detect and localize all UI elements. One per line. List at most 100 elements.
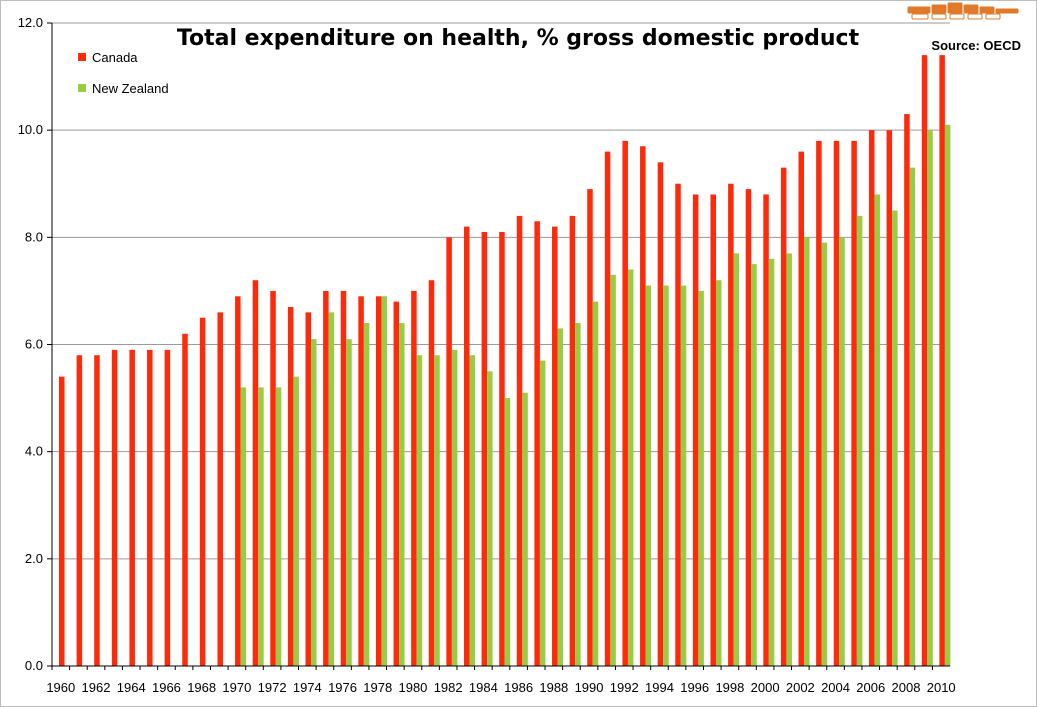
logo-block [967, 13, 983, 20]
source-label: Source: OECD [931, 38, 1021, 53]
x-tick-label: 1990 [575, 680, 604, 695]
logo-block [931, 13, 947, 20]
bar-canada-1990 [587, 189, 593, 666]
bar-canada-1974 [305, 312, 312, 666]
bar-canada-1986 [516, 215, 523, 666]
bar-new-zealand-1971 [258, 387, 264, 666]
x-tick-label: 1998 [715, 680, 744, 695]
x-tick-label: 1994 [645, 680, 674, 695]
bar-new-zealand-2000 [768, 258, 775, 666]
bar-canada-1983 [463, 226, 470, 666]
bar-canada-1982 [446, 237, 452, 667]
x-axis-ticks: 1960 1962 1964 1966 1968 1970 1972 1974 1976 1978… [46, 666, 956, 695]
bars [59, 55, 951, 667]
bar-canada-2006 [868, 130, 875, 666]
bar-canada-2007 [886, 130, 893, 666]
bar-new-zealand-1980 [416, 355, 423, 666]
bar-new-zealand-1997 [715, 280, 722, 666]
logo-block [931, 4, 947, 14]
bar-canada-1991 [604, 151, 611, 667]
bar-canada-1961 [76, 355, 83, 666]
y-axis-ticks: 0.0 2.0 4.0 6.0 8.0 10.0 12.0 [18, 15, 52, 673]
x-tick-label: 2002 [786, 680, 815, 695]
bar-new-zealand-1983 [469, 355, 475, 666]
bar-new-zealand-2004 [839, 237, 845, 667]
bar-new-zealand-2001 [786, 253, 792, 667]
x-tick-label: 1992 [610, 680, 639, 695]
bar-new-zealand-2010 [944, 124, 951, 666]
bar-canada-2009 [921, 55, 928, 666]
y-tick-label: 2.0 [25, 551, 43, 566]
logo-block [947, 2, 963, 14]
bar-canada-1998 [728, 183, 734, 666]
logo-block [985, 13, 1001, 20]
bar-canada-1969 [217, 312, 223, 666]
bar-new-zealand-1998 [733, 253, 740, 667]
bar-canada-1981 [428, 280, 435, 666]
bar-canada-2004 [833, 140, 840, 667]
bar-canada-1993 [640, 146, 646, 666]
x-tick-label: 2006 [856, 680, 885, 695]
bar-canada-1962 [94, 355, 100, 666]
bar-canada-1971 [252, 280, 259, 666]
logo-block [979, 6, 995, 14]
bar-new-zealand-2003 [821, 242, 828, 667]
x-tick-label: 1962 [82, 680, 111, 695]
y-tick-label: 0.0 [25, 658, 43, 673]
bar-new-zealand-1977 [363, 323, 370, 666]
x-tick-label: 1974 [293, 680, 322, 695]
bar-new-zealand-1981 [434, 355, 440, 666]
bar-canada-1964 [129, 349, 135, 666]
bar-canada-1979 [393, 301, 400, 666]
bar-canada-1994 [657, 162, 664, 667]
x-tick-label: 1986 [504, 680, 533, 695]
bar-new-zealand-1993 [645, 285, 652, 666]
bar-canada-2002 [798, 151, 805, 667]
bar-new-zealand-2009 [927, 130, 933, 666]
bar-new-zealand-1994 [663, 285, 669, 666]
bar-new-zealand-1995 [680, 285, 687, 666]
bar-new-zealand-1975 [328, 312, 335, 666]
bar-canada-1963 [111, 349, 118, 666]
y-tick-label: 12.0 [18, 15, 43, 30]
x-tick-label: 1988 [539, 680, 568, 695]
bar-new-zealand-2007 [892, 210, 898, 666]
bar-canada-2005 [851, 140, 857, 667]
legend-swatch-canada [78, 53, 86, 61]
bar-canada-1965 [147, 349, 153, 666]
bar-canada-2003 [816, 140, 822, 667]
bar-canada-1992 [622, 140, 628, 667]
bar-canada-1967 [182, 333, 188, 666]
x-tick-label: 2010 [927, 680, 956, 695]
bar-new-zealand-1982 [451, 349, 458, 666]
chart-title: Total expenditure on health, % gross dom… [177, 26, 860, 51]
bar-new-zealand-1991 [610, 274, 616, 666]
bar-canada-1989 [569, 215, 576, 666]
bar-new-zealand-2005 [856, 215, 863, 666]
brand-logo [907, 2, 1019, 20]
bar-canada-1985 [499, 231, 505, 666]
logo-block [949, 13, 965, 20]
x-tick-label: 2004 [821, 680, 850, 695]
x-tick-label: 2008 [892, 680, 921, 695]
bar-canada-1988 [552, 226, 558, 666]
legend-swatch-new-zealand [78, 84, 86, 92]
bar-canada-1960 [59, 376, 65, 666]
bar-canada-1976 [340, 290, 347, 666]
bar-new-zealand-1973 [293, 376, 299, 666]
logo-block [907, 6, 931, 14]
bar-new-zealand-1986 [522, 392, 528, 666]
logo-block [911, 13, 929, 20]
bar-canada-2001 [780, 167, 787, 667]
bar-new-zealand-1976 [346, 339, 352, 666]
y-tick-label: 8.0 [25, 229, 43, 244]
bar-new-zealand-1992 [627, 269, 634, 666]
bar-new-zealand-1985 [504, 398, 511, 666]
bar-canada-1984 [481, 231, 488, 666]
bar-canada-1995 [675, 183, 681, 666]
bar-canada-1997 [710, 194, 716, 666]
bar-canada-1975 [323, 290, 329, 666]
bar-canada-1987 [534, 221, 540, 666]
bar-new-zealand-1988 [557, 328, 564, 666]
bar-new-zealand-1974 [311, 339, 317, 666]
